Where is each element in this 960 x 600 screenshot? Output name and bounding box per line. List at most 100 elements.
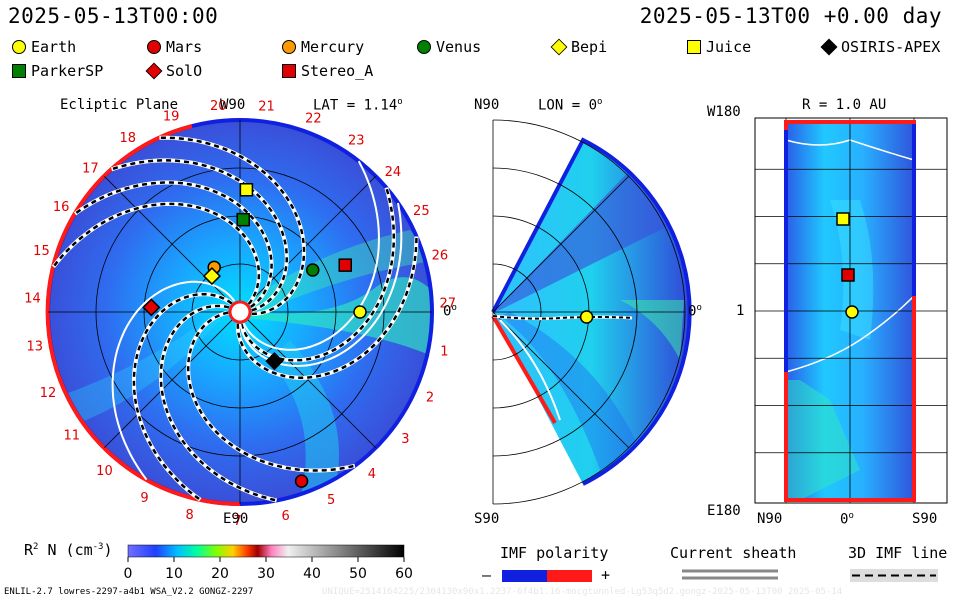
colorbar-tick-label: 0	[124, 566, 133, 582]
carrington-label: 26	[432, 249, 449, 264]
carrington-label: 19	[163, 110, 180, 125]
carrington-label: 20	[210, 99, 227, 114]
carrington-label: 24	[385, 165, 402, 180]
carrington-label: 5	[327, 493, 335, 508]
footer-right: UNIQUE=2514164225/2304130x90x1.2237-6f4b…	[322, 587, 843, 597]
legend-label: Mercury	[301, 38, 365, 56]
carrington-label: 21	[258, 100, 275, 115]
current-sheath-label: Current sheath	[670, 544, 797, 562]
legend-item-stereo-a: Stereo_A	[282, 62, 373, 80]
square-marker-icon	[12, 64, 26, 78]
stereo-a-marker	[338, 258, 352, 272]
legend-label: Mars	[166, 38, 203, 56]
colorbar-tick-label: 60	[395, 566, 413, 582]
carrington-label: 12	[40, 386, 57, 401]
map-tick-0: 0o	[840, 511, 854, 528]
carrington-label: 17	[82, 162, 99, 177]
imf-negative-swatch	[502, 570, 547, 582]
carrington-label: 3	[401, 432, 409, 447]
map-mid-left: 1	[736, 303, 745, 319]
header-date-left: 2025-05-13T00:00	[8, 4, 219, 28]
ecliptic-carrington-labels: 20 21222324252627123456789101112131415161…	[24, 99, 456, 529]
colorbar-tick-label: 50	[349, 566, 367, 582]
meridional-grid	[492, 119, 686, 505]
legend-item-solo: SolO	[145, 62, 203, 80]
colorbar-label: R2 N (cm-3)	[24, 541, 113, 559]
ecliptic-lat: LAT = 1.14o	[313, 97, 403, 114]
legend-item-mars: Mars	[147, 38, 202, 56]
meridional-top-label: N90	[474, 97, 500, 113]
map-panel	[754, 117, 948, 504]
legend-label: Earth	[31, 38, 77, 56]
colorbar-tick-label: 10	[165, 566, 183, 582]
carrington-label: 15	[33, 244, 50, 259]
square-marker-icon	[282, 64, 296, 78]
legend-item-earth: Earth	[12, 38, 76, 56]
imf-positive-swatch	[547, 570, 592, 582]
legend-item-osiris-apex: OSIRIS-APEX	[820, 38, 940, 56]
square-marker-icon	[687, 40, 701, 54]
earth-map-marker	[845, 305, 859, 319]
colorbar-ticks: 0 10 20 30 40 50 60	[124, 557, 413, 582]
ecliptic-panel: 20 21222324252627123456789101112131415161…	[24, 99, 456, 529]
colorbar-tick-label: 20	[211, 566, 229, 582]
circle-marker-icon	[147, 40, 161, 54]
juice-marker	[239, 183, 254, 197]
carrington-label: 4	[368, 467, 376, 482]
map-bottom-left: E180	[707, 503, 741, 519]
carrington-label: 18	[119, 131, 136, 146]
carrington-label: 1	[440, 344, 448, 359]
carrington-label: 23	[348, 134, 365, 149]
mars-marker	[294, 474, 309, 488]
imf-polarity-title: IMF polarity	[500, 544, 609, 562]
legend-label: Venus	[436, 38, 482, 56]
map-tick-n90: N90	[757, 511, 783, 527]
sun-marker	[228, 300, 252, 324]
meridional-panel	[491, 119, 692, 505]
parkersp-marker	[236, 212, 250, 227]
map-tick-s90: S90	[912, 511, 938, 527]
legend-item-juice: Juice	[687, 38, 751, 56]
map-title: R = 1.0 AU	[802, 97, 887, 113]
legend-label: Juice	[706, 38, 752, 56]
venus-marker	[305, 263, 320, 277]
marker-layer	[142, 183, 859, 488]
colorbar-tick-label: 30	[257, 566, 275, 582]
colorbar-tick-label: 40	[303, 566, 321, 582]
legend-label: Stereo_A	[301, 62, 374, 80]
meridional-lon: LON = 0o	[538, 97, 603, 114]
legend-label: SolO	[166, 62, 203, 80]
legend-label: ParkerSP	[31, 62, 104, 80]
carrington-label: 22	[305, 111, 322, 126]
solo-marker	[142, 298, 161, 317]
footer-left: ENLIL-2.7 lowres-2297-a4b1 WSA_V2.2 GONG…	[4, 587, 254, 597]
carrington-label: 6	[281, 509, 289, 524]
ecliptic-right-label: 0o	[443, 303, 457, 320]
legend-label: Bepi	[571, 38, 608, 56]
carrington-label: 27	[440, 296, 457, 311]
meridional-right-label: 0o	[688, 303, 702, 320]
legend-item-venus: Venus	[417, 38, 481, 56]
carrington-label: 8	[186, 508, 194, 523]
imf3d-label: 3D IMF line	[848, 544, 948, 562]
legend-item-bepi: Bepi	[550, 38, 608, 56]
legend-item-mercury: Mercury	[282, 38, 364, 56]
map-top-left: W180	[707, 104, 741, 120]
stereo-a-map-marker	[841, 268, 855, 282]
ecliptic-bottom-label: E90	[223, 511, 249, 527]
circle-marker-icon	[12, 40, 26, 54]
osiris-apex-marker	[265, 352, 284, 371]
colorbar-gradient	[127, 544, 405, 558]
imf-minus-label: –	[482, 566, 492, 584]
juice-map-marker	[836, 212, 850, 226]
ecliptic-title: Ecliptic Plane	[60, 97, 179, 113]
earth-meridional-marker	[579, 310, 594, 324]
carrington-label: 7	[233, 514, 241, 529]
carrington-label: 16	[53, 200, 70, 215]
circle-marker-icon	[282, 40, 296, 54]
carrington-label: 13	[26, 340, 43, 355]
meridional-bottom-label: S90	[474, 511, 500, 527]
imf-plus-label: +	[601, 566, 611, 584]
carrington-label: 25	[413, 204, 430, 219]
